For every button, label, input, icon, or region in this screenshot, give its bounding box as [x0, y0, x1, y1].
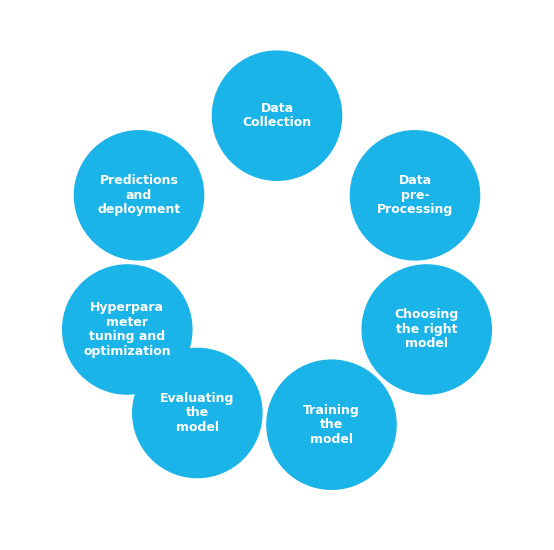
- Text: Data
Collection: Data Collection: [243, 102, 311, 129]
- Text: Predictions
and
deployment: Predictions and deployment: [98, 174, 181, 216]
- Text: Training
the
model: Training the model: [303, 404, 360, 446]
- Circle shape: [362, 265, 491, 394]
- Circle shape: [350, 131, 480, 260]
- Text: Data
pre-
Processing: Data pre- Processing: [377, 174, 453, 216]
- Text: Hyperpara
meter
tuning and
optimization: Hyperpara meter tuning and optimization: [84, 301, 171, 358]
- Circle shape: [63, 265, 192, 394]
- Circle shape: [212, 51, 342, 180]
- Text: Evaluating
the
model: Evaluating the model: [160, 392, 234, 434]
- Circle shape: [133, 348, 262, 477]
- Text: Choosing
the right
model: Choosing the right model: [394, 309, 459, 350]
- Circle shape: [267, 360, 396, 490]
- Circle shape: [74, 131, 204, 260]
